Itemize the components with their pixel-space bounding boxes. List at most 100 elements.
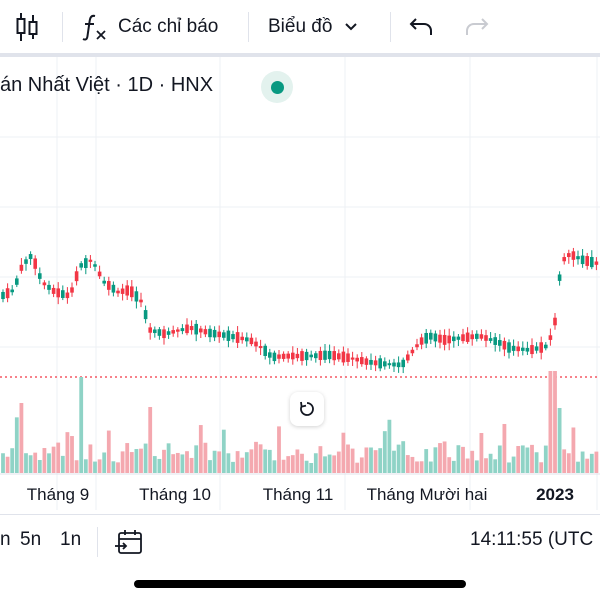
indicators-button[interactable]: Các chỉ báo <box>82 0 218 54</box>
volume-bar <box>263 449 268 473</box>
candle-down <box>130 286 134 298</box>
volume-bar <box>116 462 120 473</box>
time-axis-labels: Tháng 9 Tháng 10 Tháng 11 Tháng Mười hai 202… <box>27 485 574 504</box>
candle-up <box>590 256 594 268</box>
status-dot-icon <box>270 80 284 94</box>
volume-bar <box>576 461 580 473</box>
volume-bar <box>175 452 180 473</box>
undo-button[interactable] <box>408 0 434 54</box>
chart-type-menu[interactable]: Biểu đồ <box>268 0 358 54</box>
candle-up <box>84 258 88 269</box>
calendar-goto-icon[interactable] <box>114 529 144 557</box>
volume-bar <box>465 458 470 473</box>
volume-bar <box>484 458 488 473</box>
candle-up <box>157 329 162 336</box>
candle-up <box>429 332 433 340</box>
reset-chart-button[interactable] <box>290 392 324 426</box>
volume-bar <box>221 429 226 473</box>
candle-up <box>456 336 461 340</box>
candle-down <box>189 326 194 331</box>
volume-bar <box>286 456 291 473</box>
volume-bar <box>424 449 429 473</box>
volume-bar <box>502 423 507 473</box>
volume-bar <box>369 447 373 473</box>
volume-bar <box>217 451 222 473</box>
volume-bar <box>332 455 337 473</box>
volume-bar <box>166 443 171 473</box>
volume-bar <box>419 461 424 473</box>
candle-down <box>217 331 221 338</box>
volume-bar <box>152 456 157 473</box>
candle-down <box>332 351 336 361</box>
candle-up <box>557 274 562 281</box>
time-axis-label: 2023 <box>536 485 574 504</box>
volume-bar <box>79 377 84 473</box>
redo-button[interactable] <box>464 0 490 54</box>
volume-bar <box>387 419 392 473</box>
candle-down <box>74 271 79 282</box>
candle-down <box>203 329 208 335</box>
candle-up <box>525 347 530 352</box>
candle-down <box>116 290 120 294</box>
candle-down <box>484 335 488 341</box>
candle-down <box>185 324 189 334</box>
volume-bar <box>511 456 516 473</box>
volume-bar <box>589 453 594 473</box>
candle-up <box>231 334 235 340</box>
volume-bar <box>401 441 406 473</box>
candle-down <box>410 349 415 354</box>
volume-bar <box>566 453 571 473</box>
volume-bar <box>267 449 272 473</box>
volume-bar <box>378 448 383 473</box>
candle-up <box>226 330 231 341</box>
volume-bar <box>134 449 139 473</box>
candle-up <box>194 323 198 335</box>
candle-up <box>180 328 185 332</box>
time-axis-label: Tháng 11 <box>263 485 334 504</box>
candle-down <box>300 351 304 361</box>
candle-down <box>70 287 74 293</box>
volume-bar <box>83 459 88 473</box>
volume-bar <box>244 452 249 473</box>
volume-bar <box>442 441 447 473</box>
candle-down <box>171 330 175 334</box>
volume-bar <box>557 408 562 473</box>
volume-bar <box>212 450 217 473</box>
candle-up <box>475 333 479 339</box>
candle-up <box>47 284 51 290</box>
volume-bar <box>543 445 548 473</box>
volume-bar <box>295 449 300 473</box>
candle-up <box>143 310 148 320</box>
volume-bar <box>208 460 212 473</box>
volume-bar <box>14 417 19 473</box>
candle-down <box>162 329 166 339</box>
range-1d-button[interactable]: 1n <box>60 529 82 550</box>
price-chart[interactable]: Tháng 9 Tháng 10 Tháng 11 Tháng Mười hai 202… <box>0 57 600 510</box>
candle-down <box>286 353 290 359</box>
candle-up <box>102 280 106 284</box>
candle-down <box>281 353 286 359</box>
candle-down <box>539 342 543 353</box>
candlestick-button[interactable] <box>14 0 40 54</box>
candle-up <box>93 264 97 267</box>
clock-timezone[interactable]: 14:11:55 (UTC <box>470 529 594 550</box>
reset-icon <box>300 401 314 416</box>
volume-bar <box>392 450 396 473</box>
range-button-partial[interactable]: n <box>0 529 11 550</box>
candle-down <box>295 353 300 359</box>
volume-bar <box>111 461 116 473</box>
candle-up <box>580 255 585 265</box>
candle-down <box>355 357 359 362</box>
symbol-legend[interactable]: án Nhất Việt · 1D · HNX <box>0 74 214 96</box>
market-status-indicator[interactable] <box>261 71 293 103</box>
volume-bar <box>139 448 143 473</box>
candle-up <box>61 290 65 298</box>
volume-bar <box>580 451 585 473</box>
range-5d-button[interactable]: 5n <box>20 529 42 550</box>
candle-down <box>341 351 346 363</box>
candle-up <box>166 331 171 335</box>
candle-down <box>235 332 240 343</box>
volume-bar <box>235 451 240 473</box>
candle-up <box>521 347 525 351</box>
candle-up <box>576 256 580 260</box>
